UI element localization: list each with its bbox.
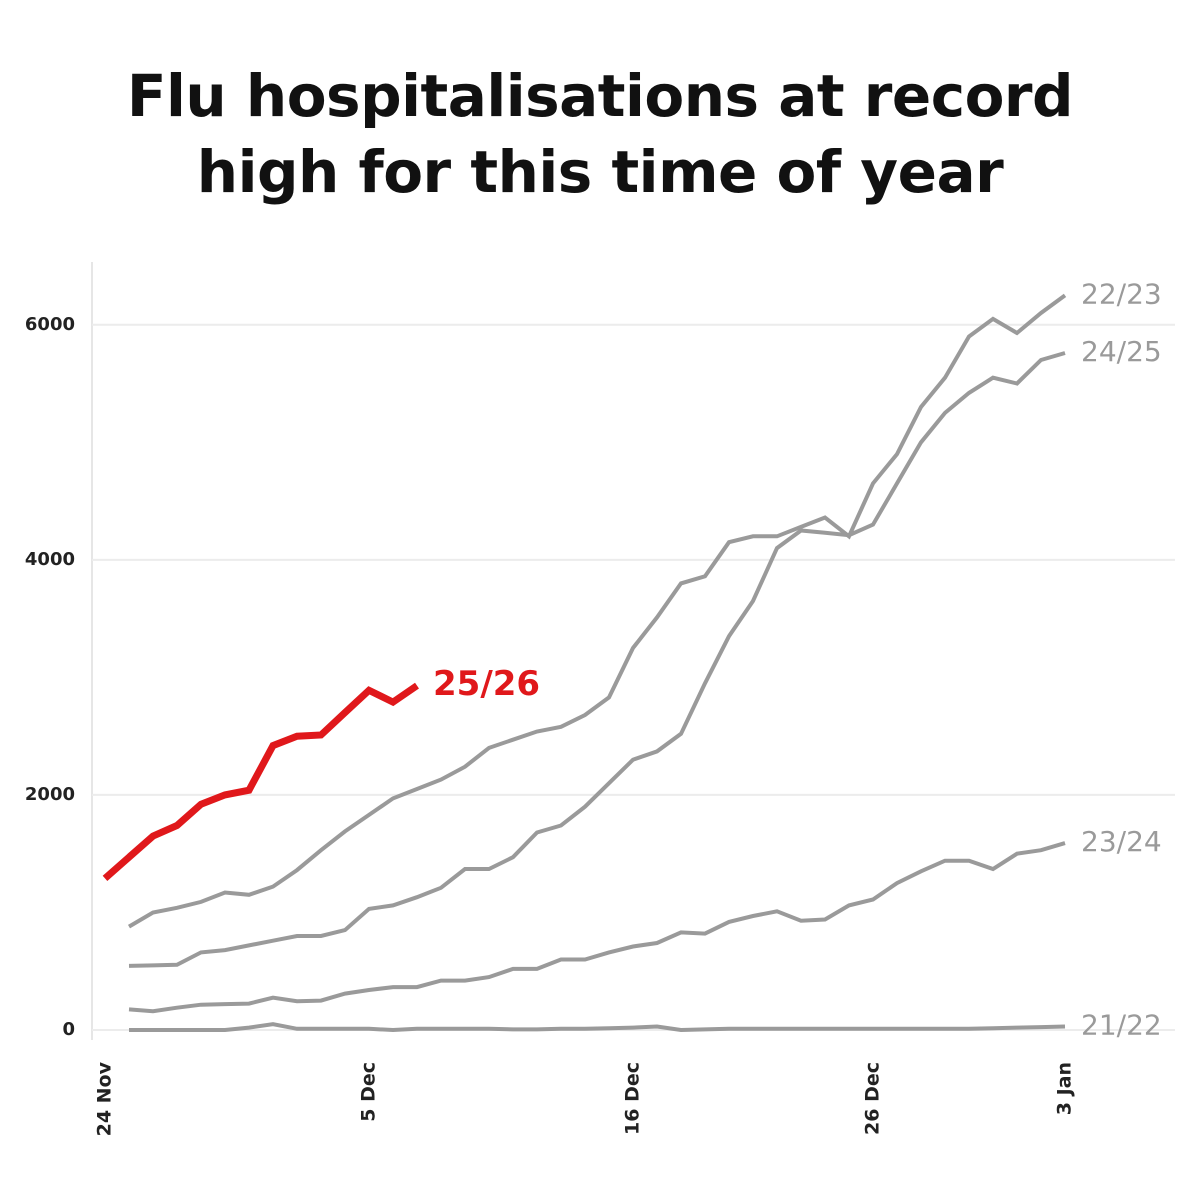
series-line <box>127 293 1067 929</box>
x-tick-label: 16 Dec <box>622 1062 644 1135</box>
series-label: 23/24 <box>1081 825 1162 858</box>
x-tick-label: 5 Dec <box>358 1062 380 1122</box>
y-tick-label: 4000 <box>25 549 75 570</box>
series-label: 21/22 <box>1081 1008 1162 1041</box>
series-line <box>128 351 1066 968</box>
y-tick-label: 2000 <box>25 784 75 805</box>
x-tick-label: 26 Dec <box>862 1062 884 1135</box>
series-label: 24/25 <box>1081 335 1162 368</box>
series-line <box>129 1022 1066 1033</box>
chart-title: Flu hospitalisations at record high for … <box>126 62 1074 206</box>
x-tick-label: 3 Jan <box>1054 1062 1076 1115</box>
series-label: 22/23 <box>1081 277 1162 310</box>
x-tick-label: 24 Nov <box>94 1061 116 1136</box>
y-tick-label: 0 <box>62 1019 75 1040</box>
y-tick-label: 6000 <box>25 314 75 335</box>
series-line <box>102 682 419 882</box>
series-line <box>128 841 1066 1014</box>
series-label: 25/26 <box>433 664 540 704</box>
